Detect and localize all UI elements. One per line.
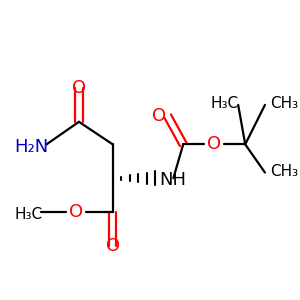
Text: H₂N: H₂N [14,138,48,156]
Text: H₃C: H₃C [210,96,238,111]
Text: CH₃: CH₃ [271,96,299,111]
Text: O: O [69,203,83,221]
Text: O: O [152,107,166,125]
Text: CH₃: CH₃ [271,164,299,178]
Text: O: O [72,79,86,97]
Text: H₃C: H₃C [14,207,42,222]
Text: O: O [207,135,221,153]
Text: NH: NH [159,171,186,189]
Text: O: O [106,237,120,255]
